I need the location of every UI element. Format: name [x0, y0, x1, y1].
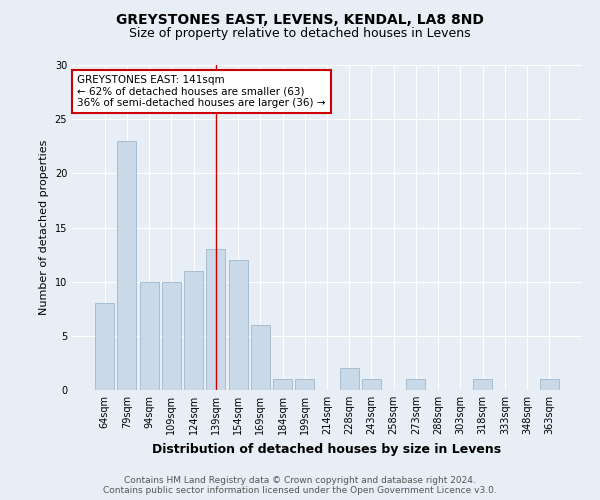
Text: GREYSTONES EAST: 141sqm
← 62% of detached houses are smaller (63)
36% of semi-de: GREYSTONES EAST: 141sqm ← 62% of detache… [77, 74, 326, 108]
Bar [251, 325, 270, 390]
Text: Size of property relative to detached houses in Levens: Size of property relative to detached ho… [129, 28, 471, 40]
X-axis label: Distribution of detached houses by size in Levens: Distribution of detached houses by size … [152, 442, 502, 456]
Bar [273, 379, 292, 390]
Text: Contains HM Land Registry data © Crown copyright and database right 2024.
Contai: Contains HM Land Registry data © Crown c… [103, 476, 497, 495]
Y-axis label: Number of detached properties: Number of detached properties [39, 140, 49, 315]
Bar [340, 368, 359, 390]
Bar [473, 379, 492, 390]
Bar [362, 379, 381, 390]
Bar [295, 379, 314, 390]
Bar [95, 304, 114, 390]
Bar [184, 271, 203, 390]
Bar [540, 379, 559, 390]
Bar [206, 249, 225, 390]
Text: GREYSTONES EAST, LEVENS, KENDAL, LA8 8ND: GREYSTONES EAST, LEVENS, KENDAL, LA8 8ND [116, 12, 484, 26]
Bar [162, 282, 181, 390]
Bar [140, 282, 158, 390]
Bar [118, 141, 136, 390]
Bar [406, 379, 425, 390]
Bar [229, 260, 248, 390]
